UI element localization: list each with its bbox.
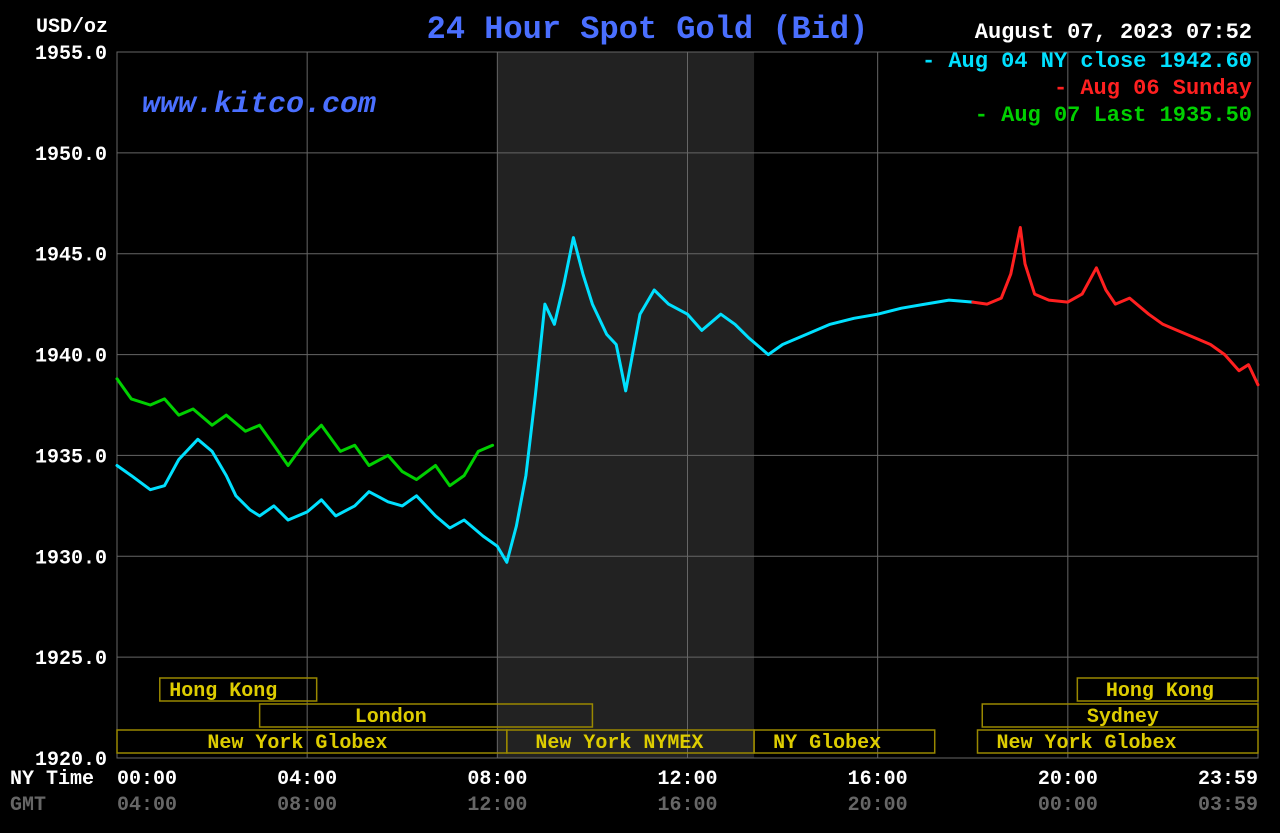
y-axis-unit: USD/oz <box>36 16 108 39</box>
x-tick-gmt: 08:00 <box>277 794 337 817</box>
market-session-label: Hong Kong <box>1106 680 1214 703</box>
x-tick-ny: 00:00 <box>117 768 177 791</box>
y-tick-label: 1930.0 <box>35 547 107 570</box>
x-tick-gmt: 03:59 <box>1198 794 1258 817</box>
x-axis-gmt-label: GMT <box>10 794 46 817</box>
y-tick-label: 1925.0 <box>35 648 107 671</box>
x-tick-ny: 04:00 <box>277 768 337 791</box>
x-tick-ny: 20:00 <box>1038 768 1098 791</box>
x-tick-gmt: 00:00 <box>1038 794 1098 817</box>
legend-entry: - Aug 06 Sunday <box>1054 76 1252 101</box>
market-session-label: New York NYMEX <box>535 732 703 755</box>
market-session-label: NY Globex <box>773 732 881 755</box>
market-session-label: New York Globex <box>207 732 387 755</box>
chart-title: 24 Hour Spot Gold (Bid) <box>427 11 869 48</box>
x-tick-gmt: 16:00 <box>657 794 717 817</box>
x-tick-ny: 08:00 <box>467 768 527 791</box>
x-tick-gmt: 20:00 <box>848 794 908 817</box>
y-tick-label: 1935.0 <box>35 446 107 469</box>
x-tick-ny: 23:59 <box>1198 768 1258 791</box>
y-tick-label: 1950.0 <box>35 144 107 167</box>
market-session-label: London <box>355 706 427 729</box>
x-tick-ny: 12:00 <box>657 768 717 791</box>
watermark: www.kitco.com <box>142 88 376 122</box>
y-tick-label: 1945.0 <box>35 245 107 268</box>
market-session-label: Sydney <box>1087 706 1159 729</box>
gold-chart-svg: 1955.0 1950.0 1945.0 1940.0 1935.0 1930.0 1925… <box>0 0 1280 833</box>
gold-chart-container: 1955.0 1950.0 1945.0 1940.0 1935.0 1930.0 1925… <box>0 0 1280 833</box>
x-tick-gmt: 12:00 <box>467 794 527 817</box>
x-tick-ny: 16:00 <box>848 768 908 791</box>
x-axis-ny-label: NY Time <box>10 768 94 791</box>
market-session-label: New York Globex <box>997 732 1177 755</box>
legend-entry: - Aug 07 Last 1935.50 <box>975 103 1252 128</box>
x-tick-gmt: 04:00 <box>117 794 177 817</box>
y-tick-label: 1940.0 <box>35 346 107 369</box>
y-tick-label: 1955.0 <box>35 43 107 66</box>
chart-timestamp: August 07, 2023 07:52 <box>975 20 1252 45</box>
legend-entry: - Aug 04 NY close 1942.60 <box>922 49 1252 74</box>
market-session-label: Hong Kong <box>169 680 277 703</box>
